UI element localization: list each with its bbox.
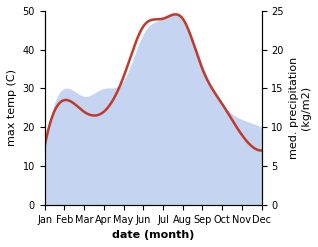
Y-axis label: med. precipitation
(kg/m2): med. precipitation (kg/m2)	[289, 57, 311, 159]
X-axis label: date (month): date (month)	[112, 230, 194, 240]
Y-axis label: max temp (C): max temp (C)	[7, 69, 17, 146]
